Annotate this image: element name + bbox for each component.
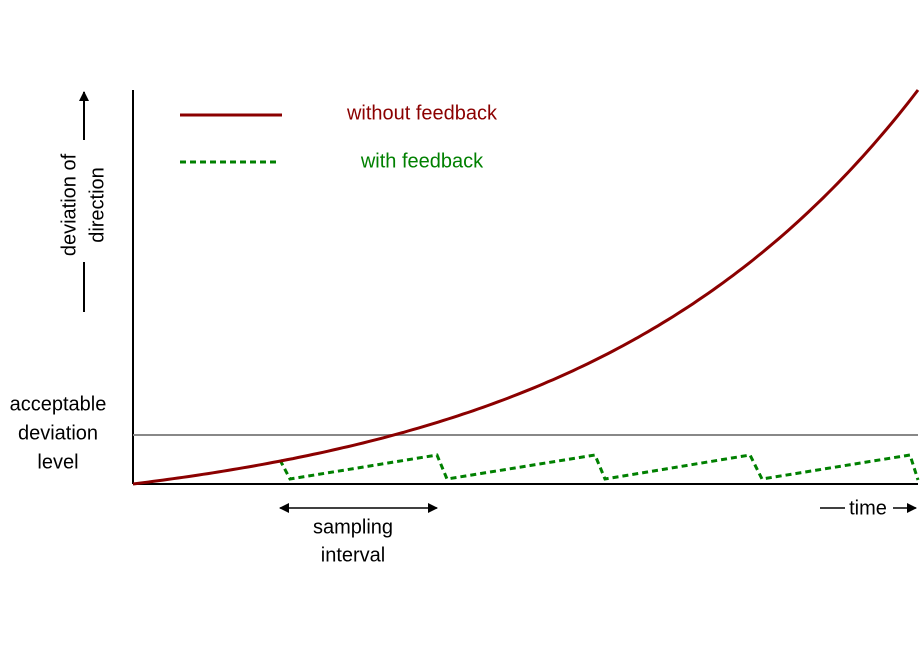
feedback-curve [278,453,920,481]
y-label-line: deviation of [58,153,80,256]
y-axis-label: deviation of direction [58,153,108,256]
threshold-label: level [37,451,78,473]
y-label-line: direction [86,167,108,243]
interval-label: interval [321,544,385,566]
interval-label: sampling [313,516,393,538]
x-axis-label: time [849,497,887,519]
threshold-label: acceptable [10,393,107,415]
no-feedback-curve [132,89,920,486]
threshold-label: deviation [18,422,98,444]
legend-label: with feedback [360,150,484,172]
legend-label: without feedback [346,102,498,124]
